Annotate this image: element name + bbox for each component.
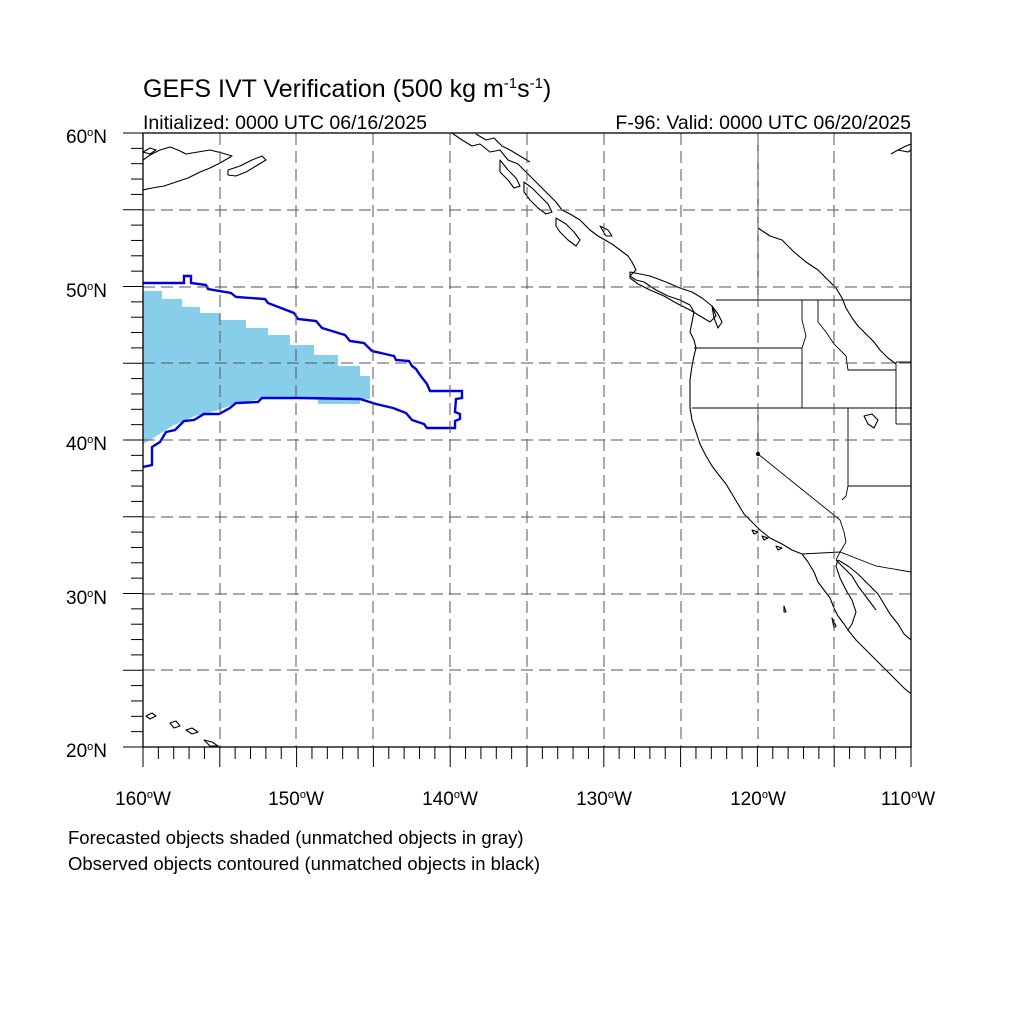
lon-label-160w: 160oW <box>115 789 171 810</box>
lat-label-40: 40oN <box>66 434 107 455</box>
map-panel <box>123 132 912 767</box>
map-title: GEFS IVT Verification (500 kg m-1s-1) <box>143 75 551 103</box>
lon-label-140w: 140oW <box>422 789 478 810</box>
valid-label: F-96: Valid: 0000 UTC 06/20/2025 <box>615 112 911 134</box>
lat-label-50: 50oN <box>66 281 107 302</box>
latitude-labels: 60oN 50oN 40oN 30oN 20oN <box>66 127 107 762</box>
political-boundaries <box>692 133 911 573</box>
observed-object-contour <box>143 274 464 469</box>
lon-label-150w: 150oW <box>268 789 324 810</box>
footnote-forecast: Forecasted objects shaded (unmatched obj… <box>68 827 524 848</box>
lat-label-30: 30oN <box>66 588 107 609</box>
lat-label-20: 20oN <box>66 741 107 762</box>
graticule <box>143 133 911 747</box>
lon-label-120w: 120oW <box>730 789 786 810</box>
footnote-observed: Observed objects contoured (unmatched ob… <box>68 853 541 874</box>
axis-ticks <box>123 132 912 767</box>
forecast-object <box>143 291 370 444</box>
longitude-labels: 160oW 150oW 140oW 130oW 120oW 110oW <box>115 789 935 810</box>
initialized-label: Initialized: 0000 UTC 06/16/2025 <box>143 112 427 134</box>
coastlines <box>143 133 911 747</box>
lat-label-60: 60oN <box>66 127 107 148</box>
lon-label-110w: 110oW <box>881 789 935 810</box>
lon-label-130w: 130oW <box>576 789 632 810</box>
